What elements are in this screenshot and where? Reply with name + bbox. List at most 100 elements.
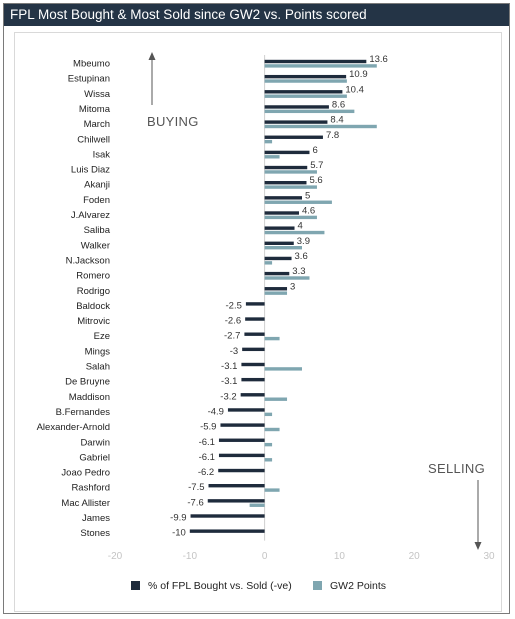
category-label: Isak: [93, 149, 111, 160]
category-label: Wissa: [84, 89, 111, 100]
points-bar: [264, 79, 347, 83]
data-label: 3.9: [297, 236, 310, 247]
data-label: 7.8: [326, 130, 339, 141]
points-bar: [264, 291, 288, 295]
legend-swatch-bought: [131, 581, 140, 590]
bought-bar: [245, 302, 265, 306]
category-label: Walker: [81, 240, 110, 251]
data-label: -9.9: [170, 513, 186, 524]
bought-bar: [264, 74, 347, 79]
points-bar: [264, 412, 273, 417]
points-bar: [264, 230, 325, 235]
legend-swatch-points: [313, 581, 322, 590]
points-bar: [264, 109, 355, 114]
bought-bar: [264, 120, 328, 124]
data-label: -7.5: [188, 482, 204, 493]
points-bar: [264, 139, 273, 144]
title-bar: FPL Most Bought & Most Sold since GW2 vs…: [4, 4, 509, 26]
buying-annotation: BUYING: [147, 114, 199, 129]
x-tick-label: 10: [334, 551, 346, 562]
data-label: 13.6: [369, 54, 388, 65]
category-label: Mbeumo: [73, 59, 110, 70]
category-label: Mitoma: [79, 104, 111, 115]
category-label: Darwin: [80, 437, 110, 448]
category-label: James: [82, 513, 110, 524]
data-label: -3.1: [221, 361, 237, 372]
chart-title: FPL Most Bought & Most Sold since GW2 vs…: [10, 7, 367, 22]
category-label: Akanji: [84, 180, 110, 191]
buying-arrow-head: [148, 52, 156, 60]
bought-bar: [220, 423, 265, 427]
category-label: Rashford: [71, 483, 110, 494]
chart-svg: Mbeumo 13.6 Estupinan 10.9 Wissa 10.4 Mitoma 8.…: [37, 52, 495, 592]
points-bar: [264, 200, 332, 204]
bought-bar: [241, 377, 265, 382]
selling-arrow-head: [474, 542, 482, 550]
data-label: -10: [172, 528, 186, 539]
data-label: 3.3: [292, 266, 305, 277]
points-bar: [264, 215, 317, 220]
points-bar: [264, 367, 302, 371]
category-label: Saliba: [84, 225, 111, 236]
data-label: 5: [305, 190, 310, 201]
data-label: -6.2: [198, 467, 214, 478]
data-label: -2.5: [226, 300, 242, 311]
bought-bar: [264, 271, 290, 276]
bought-bar: [245, 317, 265, 321]
x-tick-label: 30: [483, 551, 495, 562]
bought-bar: [264, 150, 310, 155]
bought-bar: [218, 468, 265, 473]
data-label: -3.2: [220, 391, 236, 402]
bought-bar: [264, 59, 367, 64]
points-bar: [264, 458, 273, 462]
bought-bar: [241, 362, 265, 367]
points-bar: [264, 170, 317, 174]
legend-label-bought: % of FPL Bought vs. Sold (-ve): [148, 580, 292, 592]
bought-bar: [264, 165, 308, 170]
data-label: 3.6: [295, 251, 308, 262]
points-bar: [264, 442, 273, 447]
points-bar: [264, 94, 347, 98]
data-label: -3.1: [221, 376, 237, 387]
points-bar: [264, 64, 377, 68]
bought-bar: [264, 287, 288, 291]
legend-label-points: GW2 Points: [330, 580, 386, 592]
category-label: Alexander-Arnold: [37, 422, 110, 433]
category-label: Romero: [76, 271, 110, 282]
points-bar: [264, 246, 302, 250]
points-bar: [264, 336, 280, 341]
category-label: Foden: [83, 195, 110, 206]
points-bar: [264, 155, 280, 159]
points-bar: [264, 397, 288, 401]
bought-bar: [264, 135, 323, 139]
category-label: Luis Diaz: [71, 165, 110, 176]
plot-area: Mbeumo 13.6 Estupinan 10.9 Wissa 10.4 Mitoma 8.…: [14, 32, 502, 612]
category-label: March: [84, 119, 110, 130]
bought-bar: [218, 438, 265, 442]
category-label: Mac Allister: [61, 498, 110, 509]
bought-bar: [264, 226, 295, 230]
bought-bar: [227, 408, 265, 412]
x-tick-label: -20: [108, 551, 123, 562]
x-tick-label: 20: [409, 551, 421, 562]
data-label: 4: [298, 221, 303, 232]
bought-bar: [244, 332, 265, 336]
bought-bar: [189, 529, 265, 533]
category-label: Stones: [80, 528, 110, 539]
data-label: -6.1: [199, 452, 215, 463]
category-label: De Bruyne: [65, 377, 110, 388]
category-label: Eze: [94, 331, 110, 342]
points-bar: [264, 488, 280, 492]
x-tick-label: 0: [262, 551, 268, 562]
bought-bar: [264, 181, 307, 185]
bought-bar: [218, 453, 265, 458]
x-tick-label: -10: [183, 551, 198, 562]
data-label: 4.6: [302, 206, 315, 217]
bought-bar: [264, 90, 343, 94]
data-label: -6.1: [199, 437, 215, 448]
points-bar: [264, 427, 280, 432]
data-label: -7.6: [187, 497, 203, 508]
bought-bar: [264, 256, 292, 261]
category-label: J.Alvarez: [71, 210, 110, 221]
category-label: Gabriel: [79, 452, 110, 463]
